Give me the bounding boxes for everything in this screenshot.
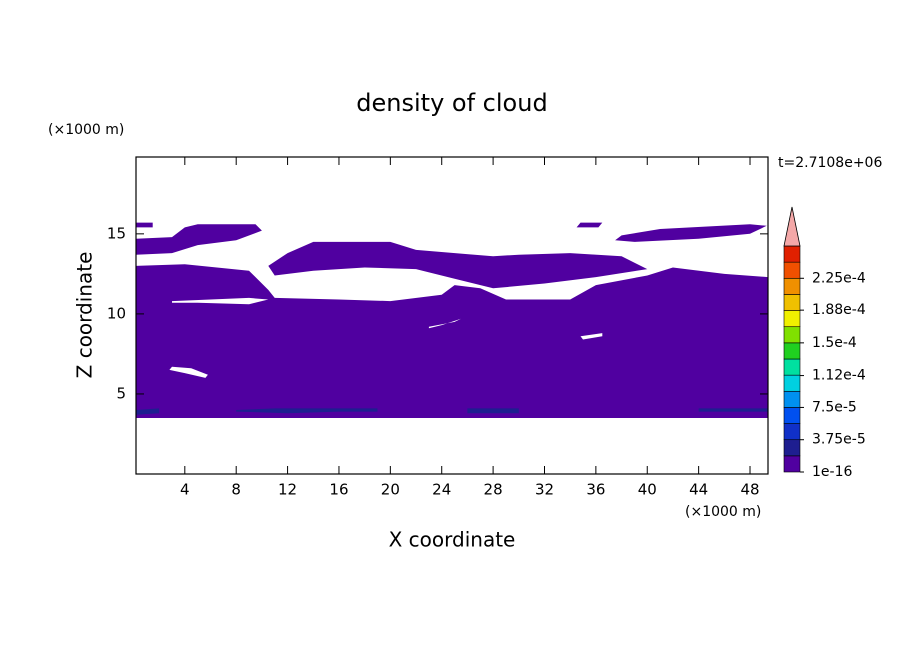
chart-title: density of cloud <box>356 89 547 117</box>
y-tick-label: 15 <box>107 224 126 242</box>
y-unit: (×1000 m) <box>48 122 124 138</box>
contour-region <box>136 224 262 255</box>
contour-region <box>172 297 269 305</box>
colorbar-tick-label: 7.5e-5 <box>812 399 857 415</box>
x-axis-label: X coordinate <box>389 528 516 552</box>
colorbar-band <box>783 245 801 263</box>
colorbar-band <box>783 342 801 360</box>
colorbar-band <box>783 277 801 295</box>
colorbar-band <box>783 358 801 376</box>
contour-region <box>236 408 378 414</box>
contour-region <box>467 408 519 414</box>
x-tick-label: 36 <box>586 481 605 499</box>
x-tick-label: 40 <box>638 481 657 499</box>
colorbar-band <box>783 310 801 328</box>
x-tick-label: 8 <box>231 481 241 499</box>
x-unit: (×1000 m) <box>685 504 761 520</box>
colorbar-tick-label: 1.88e-4 <box>812 302 866 318</box>
colorbar-tick-label: 3.75e-5 <box>812 432 866 448</box>
colorbar-extend <box>783 206 801 247</box>
y-axis-label: Z coordinate <box>73 252 97 379</box>
contour-region <box>615 224 767 242</box>
contour-region <box>698 408 768 412</box>
colorbar-band <box>783 455 801 473</box>
colorbar-band <box>783 326 801 344</box>
colorbar-band <box>783 374 801 392</box>
contour-region <box>268 241 648 289</box>
y-tick-label: 5 <box>116 384 126 402</box>
x-tick-label: 44 <box>689 481 708 499</box>
colorbar-band <box>783 439 801 457</box>
colorbar-tick-label: 1e-16 <box>812 464 852 480</box>
colorbar-band <box>783 390 801 408</box>
colorbar-band <box>783 261 801 279</box>
y-tick-label: 10 <box>107 304 126 322</box>
colorbar-tick-label: 2.25e-4 <box>812 270 866 286</box>
x-tick-label: 32 <box>535 481 554 499</box>
contour-region <box>169 366 208 378</box>
contour-region <box>136 222 153 228</box>
colorbar-band <box>783 423 801 441</box>
x-tick-label: 12 <box>278 481 297 499</box>
x-tick-label: 28 <box>484 481 503 499</box>
colorbar-tick-label: 1.12e-4 <box>812 368 866 384</box>
x-tick-label: 20 <box>381 481 400 499</box>
x-tick-label: 24 <box>432 481 451 499</box>
contour-region <box>136 408 160 415</box>
colorbar-band <box>783 407 801 424</box>
contour-region <box>576 222 603 228</box>
contour-region <box>580 333 603 340</box>
x-tick-label: 16 <box>329 481 348 499</box>
plot-frame <box>135 156 769 475</box>
colorbar-tick-label: 1.5e-4 <box>812 335 857 351</box>
x-tick-label: 48 <box>740 481 759 499</box>
contour-region <box>136 264 768 418</box>
colorbar-band <box>783 294 801 311</box>
x-tick-label: 4 <box>180 481 190 499</box>
time-label: t=2.7108e+06 <box>778 155 882 171</box>
contour-region <box>428 318 461 329</box>
